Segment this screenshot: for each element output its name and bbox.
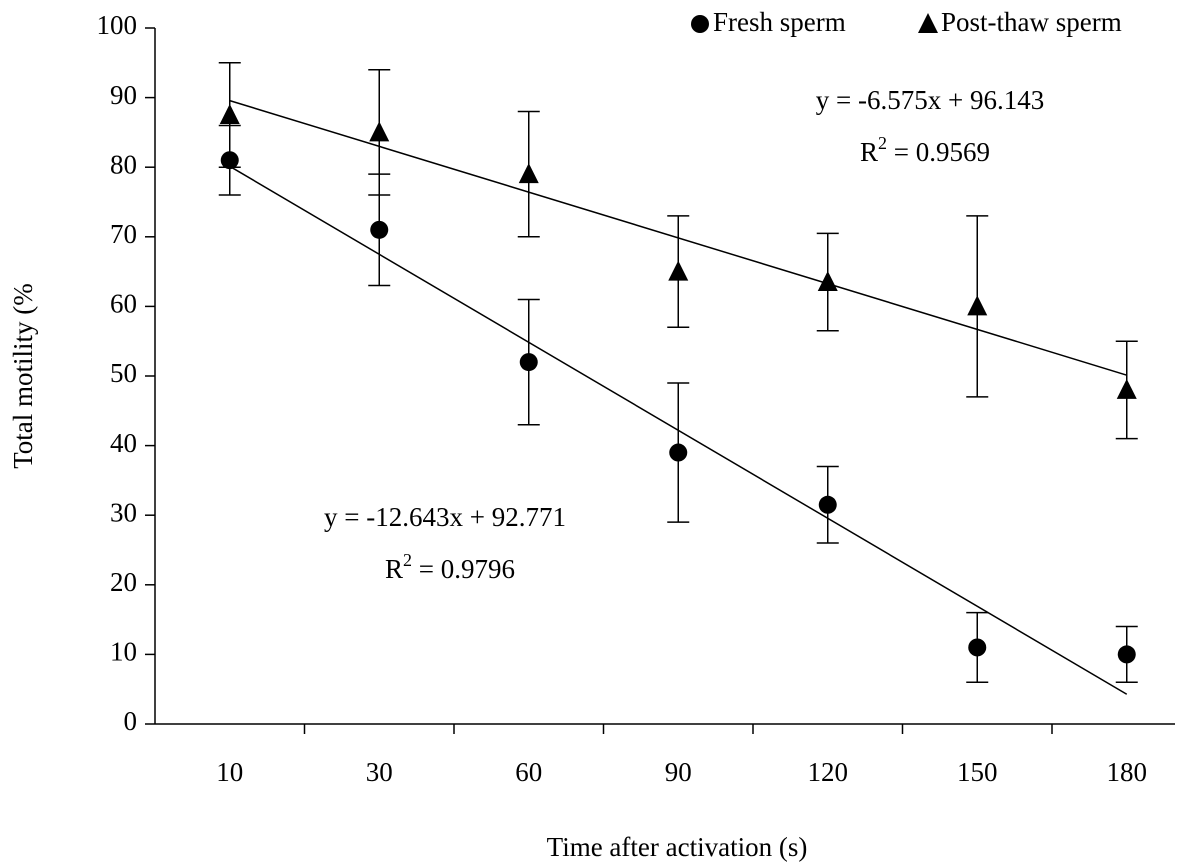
legend-label: Post-thaw sperm — [941, 7, 1122, 37]
r2-base: R — [860, 137, 878, 167]
r2-sup: 2 — [878, 133, 887, 153]
r2-value: = 0.9796 — [412, 554, 515, 584]
point — [668, 260, 689, 281]
point — [219, 104, 240, 124]
y-tick-label: 100 — [97, 10, 138, 40]
trend-r2: R2 = 0.9569 — [860, 133, 990, 167]
point — [1116, 378, 1137, 399]
point — [669, 443, 688, 462]
legend-marker — [918, 13, 938, 33]
y-tick-label: 50 — [110, 358, 137, 388]
point — [518, 163, 539, 184]
point — [369, 121, 390, 142]
legend-label: Fresh sperm — [713, 7, 846, 37]
x-tick-label: 180 — [1107, 757, 1148, 787]
r2-base: R — [385, 554, 403, 584]
x-tick-label: 90 — [665, 757, 692, 787]
trend-r2: R2 = 0.9796 — [385, 550, 515, 584]
r2-sup: 2 — [403, 550, 412, 570]
point — [1117, 645, 1136, 664]
x-axis-label: Time after activation (s) — [547, 832, 808, 862]
point — [967, 295, 988, 316]
series — [218, 62, 1138, 440]
y-tick-label: 30 — [110, 497, 137, 527]
x-tick-label: 60 — [515, 757, 542, 787]
y-tick-label: 70 — [110, 219, 137, 249]
x-tick-label: 10 — [216, 757, 243, 787]
r2-value: = 0.9569 — [887, 137, 990, 167]
y-tick-label: 0 — [124, 706, 138, 736]
y-tick-label: 20 — [110, 567, 137, 597]
y-tick-label: 90 — [110, 80, 137, 110]
point — [968, 638, 987, 657]
point — [519, 353, 538, 372]
series — [218, 124, 1138, 695]
y-tick-label: 40 — [110, 428, 137, 458]
point — [817, 271, 838, 292]
y-tick-label: 80 — [110, 149, 137, 179]
trend-equation: y = -6.575x + 96.143 — [816, 85, 1044, 115]
y-tick-label: 60 — [110, 289, 137, 319]
trend-equation: y = -12.643x + 92.771 — [324, 502, 566, 532]
x-tick-label: 30 — [366, 757, 393, 787]
legend-marker — [691, 15, 709, 33]
point — [370, 220, 389, 239]
x-tick-label: 120 — [808, 757, 849, 787]
point — [818, 495, 837, 514]
y-tick-label: 10 — [110, 637, 137, 667]
x-tick-label: 150 — [957, 757, 998, 787]
y-axis-label: Total motility (% — [8, 283, 38, 469]
